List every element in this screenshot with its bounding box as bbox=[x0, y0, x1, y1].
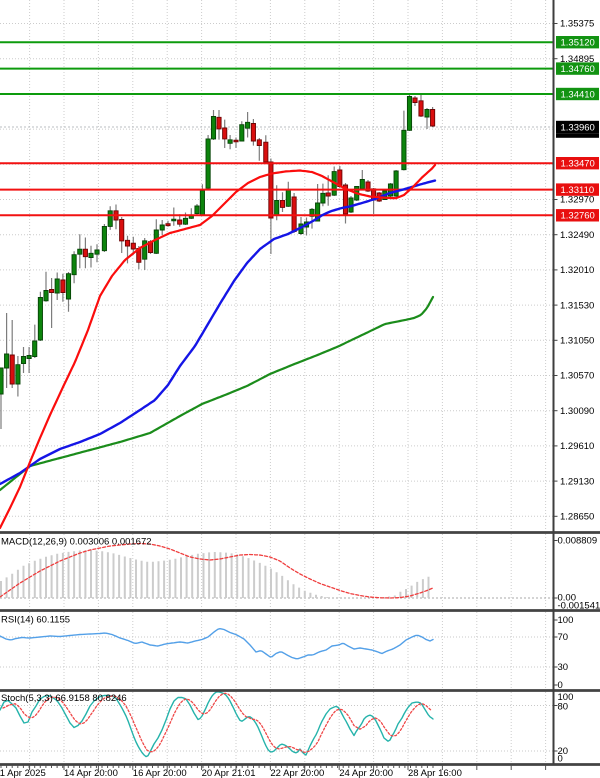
svg-text:1.33470: 1.33470 bbox=[561, 159, 595, 170]
svg-text:0.00: 0.00 bbox=[558, 593, 577, 604]
svg-text:1.35120: 1.35120 bbox=[561, 38, 595, 49]
svg-text:1.34760: 1.34760 bbox=[561, 64, 595, 75]
svg-text:0: 0 bbox=[558, 754, 563, 765]
svg-text:24 Apr 20:00: 24 Apr 20:00 bbox=[339, 768, 393, 778]
svg-text:1.32490: 1.32490 bbox=[560, 230, 594, 241]
svg-text:20 Apr 21:01: 20 Apr 21:01 bbox=[202, 768, 256, 778]
svg-text:11 Apr 2025: 11 Apr 2025 bbox=[0, 768, 46, 778]
svg-text:22 Apr 20:00: 22 Apr 20:00 bbox=[270, 768, 324, 778]
svg-text:28 Apr 16:00: 28 Apr 16:00 bbox=[408, 768, 462, 778]
svg-text:-0.001541: -0.001541 bbox=[558, 601, 600, 612]
svg-text:1.33110: 1.33110 bbox=[561, 185, 595, 196]
svg-text:1.34410: 1.34410 bbox=[561, 89, 595, 100]
svg-text:20: 20 bbox=[558, 746, 569, 757]
svg-text:1.31530: 1.31530 bbox=[560, 300, 594, 311]
svg-text:1.32010: 1.32010 bbox=[560, 265, 594, 276]
svg-text:1.34895: 1.34895 bbox=[560, 54, 594, 65]
svg-text:1.32970: 1.32970 bbox=[560, 195, 594, 206]
svg-text:1.29130: 1.29130 bbox=[560, 476, 594, 487]
svg-text:1.33960: 1.33960 bbox=[561, 122, 595, 133]
svg-text:1.31050: 1.31050 bbox=[560, 336, 594, 347]
svg-text:1.35375: 1.35375 bbox=[560, 19, 594, 30]
svg-text:100: 100 bbox=[558, 615, 574, 626]
svg-text:16 Apr 20:00: 16 Apr 20:00 bbox=[133, 768, 187, 778]
svg-text:1.30090: 1.30090 bbox=[560, 406, 594, 417]
svg-text:30: 30 bbox=[558, 662, 569, 673]
svg-text:0.008809: 0.008809 bbox=[558, 536, 598, 547]
svg-text:RSI(14) 60.1155: RSI(14) 60.1155 bbox=[1, 615, 70, 626]
svg-text:0: 0 bbox=[558, 680, 563, 691]
svg-text:1.28650: 1.28650 bbox=[560, 512, 594, 523]
svg-text:Stoch(5,3,3) 66.9158 80.8246: Stoch(5,3,3) 66.9158 80.8246 bbox=[1, 693, 127, 704]
svg-text:MACD(12,26,9) 0.003006 0.00167: MACD(12,26,9) 0.003006 0.001672 bbox=[1, 537, 152, 548]
svg-text:1.29610: 1.29610 bbox=[560, 441, 594, 452]
svg-text:14 Apr 20:00: 14 Apr 20:00 bbox=[64, 768, 118, 778]
svg-text:100: 100 bbox=[558, 692, 574, 703]
svg-text:1.32760: 1.32760 bbox=[561, 211, 595, 222]
svg-text:1.30570: 1.30570 bbox=[560, 371, 594, 382]
svg-text:70: 70 bbox=[558, 632, 569, 643]
svg-text:80: 80 bbox=[558, 702, 569, 713]
